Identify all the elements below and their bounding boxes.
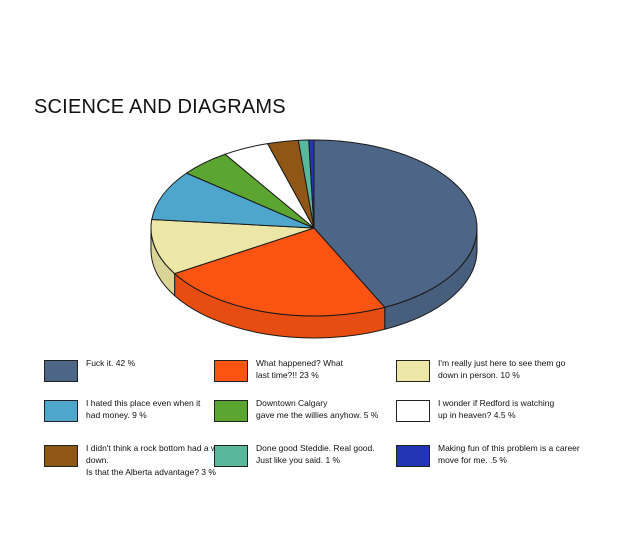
legend-swatch <box>214 400 248 422</box>
legend-item: Fuck it. 42 % <box>44 357 234 397</box>
legend-label: I'm really just here to see them go down… <box>438 358 566 380</box>
legend-item: Downtown Calgary gave me the willies any… <box>214 397 404 437</box>
legend-item: Making fun of this problem is a career m… <box>396 442 586 482</box>
legend-item: I hated this place even when it had mone… <box>44 397 234 437</box>
pie-slice-0 <box>313 139 478 308</box>
legend-swatch <box>396 400 430 422</box>
legend-label: Making fun of this problem is a career m… <box>438 443 580 465</box>
legend-item: I'm really just here to see them go down… <box>396 357 586 397</box>
pie-slice-1 <box>174 227 386 317</box>
legend-label: What happened? What last time?!! 23 % <box>256 358 343 380</box>
legend-label: Done good Steddie. Real good. Just like … <box>256 443 375 465</box>
legend-swatch <box>44 445 78 467</box>
chart-title: SCIENCE AND DIAGRAMS <box>34 96 286 118</box>
legend-item: Done good Steddie. Real good. Just like … <box>214 442 404 482</box>
legend-swatch <box>44 400 78 422</box>
legend-item: I wonder if Redford is watching up in he… <box>396 397 586 437</box>
legend-swatch <box>44 360 78 382</box>
legend-item: I didn't think a rock bottom had a way d… <box>44 442 234 482</box>
legend-label: I hated this place even when it had mone… <box>86 398 201 420</box>
legend-label: Fuck it. 42 % <box>86 358 136 368</box>
legend-label: Downtown Calgary gave me the willies any… <box>256 398 379 420</box>
legend-item: What happened? What last time?!! 23 % <box>214 357 404 397</box>
legend-swatch <box>396 360 430 382</box>
pie-slice-2 <box>150 219 315 275</box>
legend-swatch <box>396 445 430 467</box>
pie-slice-8 <box>308 139 315 229</box>
legend-label: I wonder if Redford is watching up in he… <box>438 398 555 420</box>
legend-swatch <box>214 360 248 382</box>
legend-swatch <box>214 445 248 467</box>
pie-slice-3 <box>151 172 315 229</box>
